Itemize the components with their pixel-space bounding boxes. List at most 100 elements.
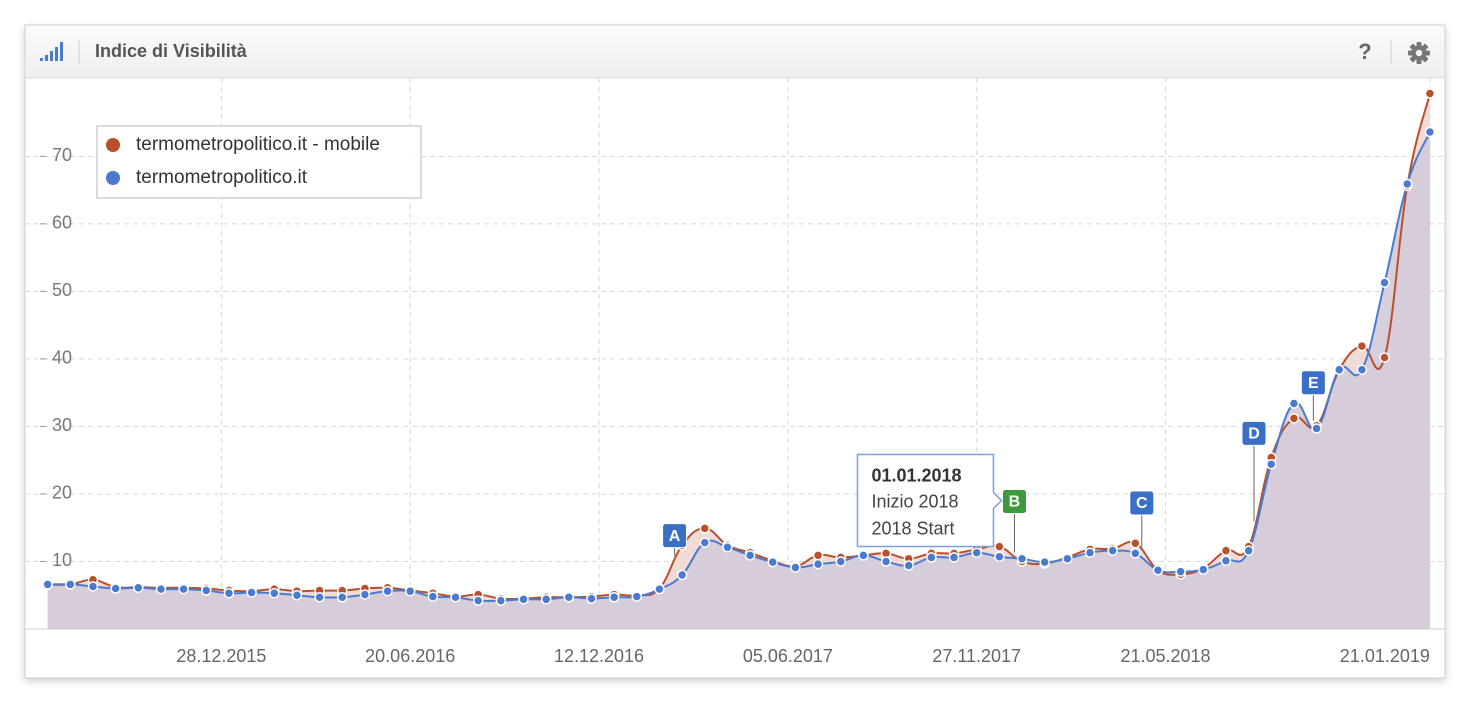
data-point[interactable] (1220, 545, 1232, 556)
data-point[interactable] (699, 523, 711, 534)
data-point[interactable] (812, 550, 824, 561)
data-point[interactable] (495, 595, 507, 606)
data-point[interactable] (722, 542, 733, 553)
data-point[interactable] (1379, 277, 1390, 288)
data-point[interactable] (699, 537, 711, 548)
flag[interactable] (662, 523, 688, 549)
annotations: A B 01.01.2018 Inizio 2018 2018 Start C D E (662, 370, 1326, 556)
legend-label[interactable]: termometropolitico.it - mobile (136, 134, 380, 155)
data-point[interactable] (1039, 556, 1050, 568)
data-point[interactable] (314, 592, 325, 603)
data-point[interactable] (427, 591, 439, 602)
data-point[interactable] (382, 585, 393, 597)
data-point[interactable] (903, 560, 914, 571)
data-point[interactable] (472, 595, 484, 606)
data-point[interactable] (654, 583, 665, 595)
data-point[interactable] (1266, 458, 1277, 470)
data-point[interactable] (1198, 564, 1209, 575)
data-point[interactable] (971, 547, 982, 558)
x-tick-label: 12.12.2016 (554, 646, 644, 666)
data-point[interactable] (133, 582, 144, 594)
legend: termometropolitico.it - mobile termometro… (96, 125, 422, 199)
data-point[interactable] (1243, 545, 1254, 556)
data-point[interactable] (858, 550, 869, 561)
data-point[interactable] (1356, 340, 1368, 352)
flag[interactable] (1300, 370, 1326, 396)
x-tick-label: 21.01.2019 (1340, 646, 1430, 666)
series-area (47, 132, 1430, 629)
data-point[interactable] (155, 583, 167, 595)
data-point[interactable] (926, 552, 937, 563)
data-point[interactable] (1175, 566, 1186, 577)
y-tick-label: 70 (52, 145, 72, 165)
data-point[interactable] (223, 587, 235, 599)
data-point[interactable] (291, 589, 303, 601)
flag-label: D (1248, 426, 1260, 443)
widget-title: Indice di Visibilità (95, 41, 248, 61)
legend-marker[interactable] (106, 171, 120, 185)
data-point[interactable] (269, 587, 280, 599)
data-point[interactable] (42, 579, 53, 590)
data-point[interactable] (1152, 565, 1164, 576)
x-tick-label: 20.06.2016 (365, 646, 455, 666)
tooltip-line: Inizio 2018 (871, 491, 958, 511)
x-tick-label: 05.06.2017 (743, 646, 833, 666)
data-point[interactable] (1288, 413, 1300, 424)
flag[interactable] (1001, 489, 1027, 515)
data-point[interactable] (359, 589, 371, 600)
x-tick-label: 28.12.2015 (176, 646, 266, 666)
settings-button[interactable] (1408, 42, 1430, 64)
data-point[interactable] (880, 556, 892, 567)
data-point[interactable] (336, 592, 348, 603)
help-button[interactable]: ? (1358, 39, 1371, 64)
data-point[interactable] (178, 583, 189, 595)
data-point[interactable] (1424, 126, 1436, 138)
data-point[interactable] (608, 592, 620, 603)
legend-label[interactable]: termometropolitico.it (136, 167, 308, 188)
data-point[interactable] (1062, 553, 1073, 565)
flag[interactable] (1129, 490, 1155, 516)
widget-header (26, 26, 1444, 78)
flag[interactable] (1241, 420, 1267, 446)
data-point[interactable] (1334, 364, 1345, 375)
signal-icon (40, 42, 63, 61)
data-point[interactable] (1220, 555, 1232, 567)
data-point[interactable] (676, 569, 688, 581)
legend-marker[interactable] (106, 138, 120, 152)
data-point[interactable] (1311, 423, 1322, 434)
tooltip-line: 2018 Start (871, 518, 954, 538)
data-point[interactable] (1424, 88, 1436, 99)
data-point[interactable] (835, 556, 846, 567)
data-point[interactable] (246, 587, 257, 598)
data-point[interactable] (790, 562, 801, 573)
data-point[interactable] (1130, 548, 1141, 559)
data-point[interactable] (812, 558, 824, 570)
data-point[interactable] (1288, 398, 1300, 409)
data-point[interactable] (450, 592, 461, 603)
y-tick-label: 60 (52, 213, 72, 233)
data-point[interactable] (948, 552, 960, 563)
data-point[interactable] (65, 579, 76, 590)
data-point[interactable] (1016, 553, 1028, 565)
data-point[interactable] (767, 556, 779, 568)
data-point[interactable] (586, 593, 597, 604)
data-point[interactable] (1084, 547, 1096, 558)
data-point[interactable] (1356, 364, 1368, 375)
data-point[interactable] (1130, 537, 1141, 549)
data-point[interactable] (1107, 545, 1118, 556)
data-point[interactable] (563, 592, 575, 603)
data-point[interactable] (110, 583, 121, 594)
legend-box (96, 125, 422, 199)
data-point[interactable] (518, 594, 529, 605)
data-point[interactable] (994, 541, 1005, 552)
data-point[interactable] (540, 594, 552, 605)
data-point[interactable] (87, 581, 99, 592)
data-point[interactable] (201, 585, 212, 596)
data-point[interactable] (404, 585, 416, 597)
data-point[interactable] (994, 551, 1005, 562)
data-point[interactable] (1401, 178, 1413, 190)
data-point[interactable] (1379, 352, 1390, 363)
data-point[interactable] (744, 550, 756, 561)
data-point[interactable] (631, 591, 643, 602)
